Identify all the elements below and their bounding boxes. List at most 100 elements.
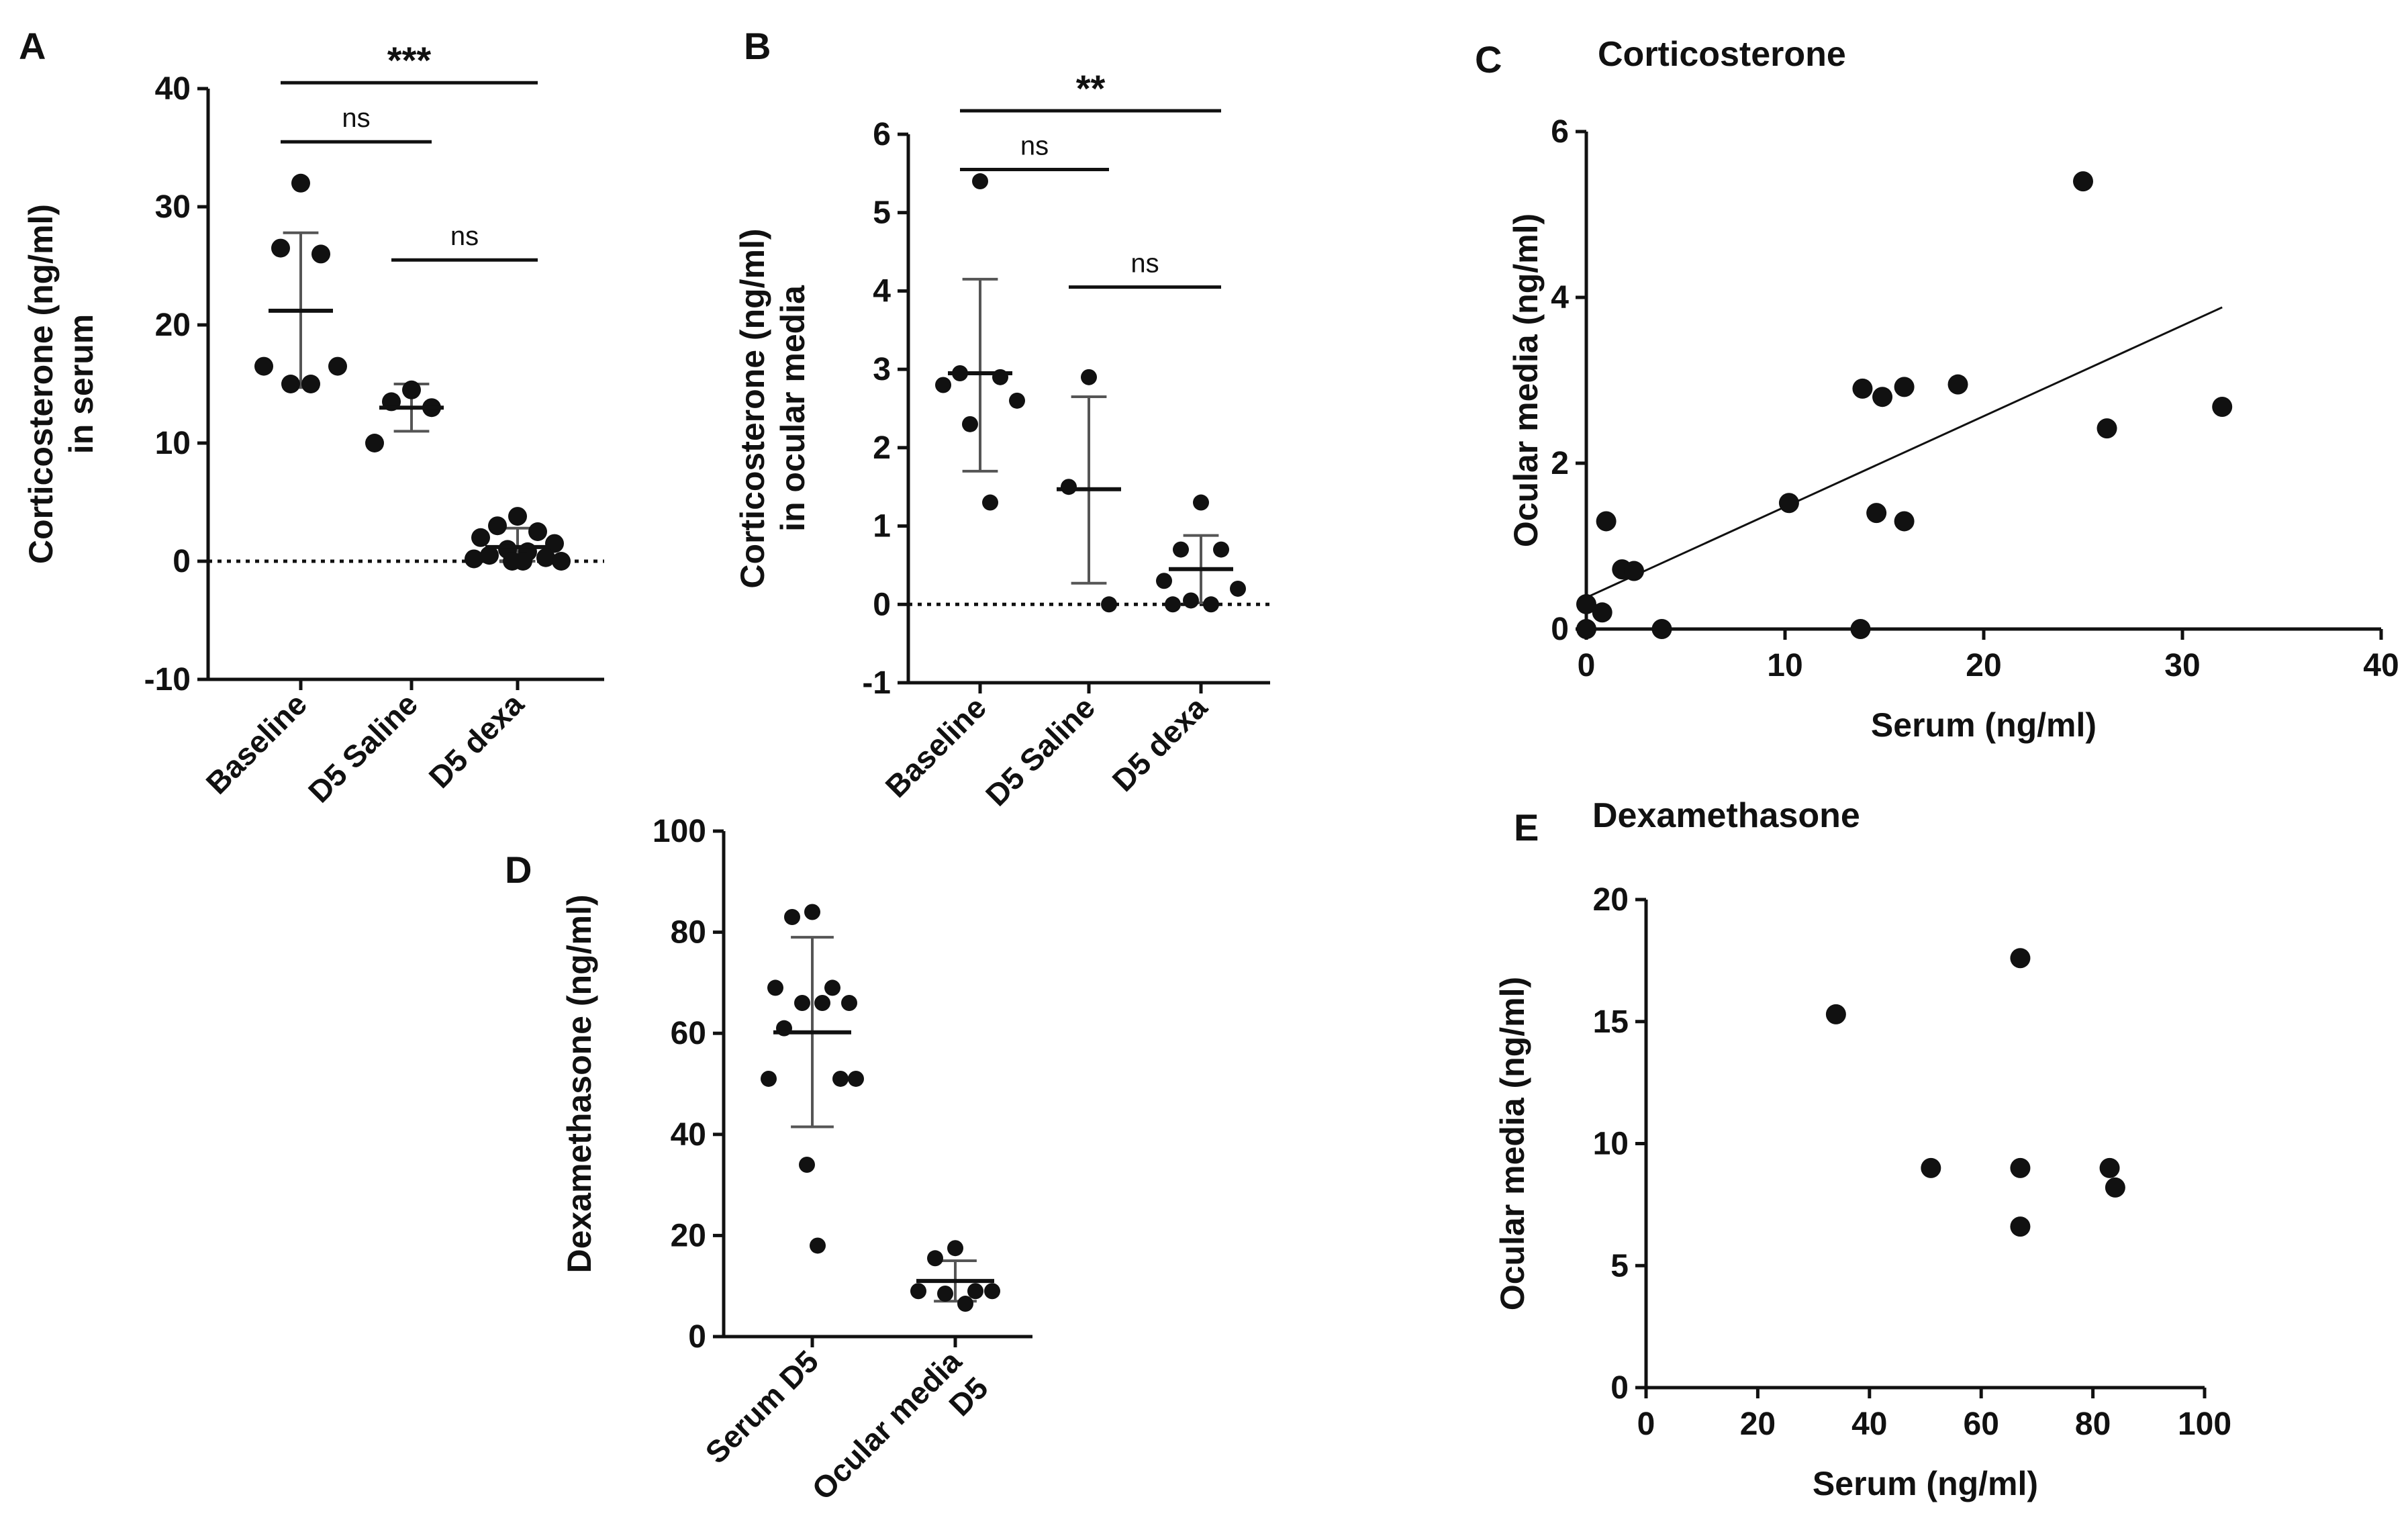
data-point	[465, 549, 483, 569]
category-label: D5 Saline	[301, 686, 424, 809]
data-point	[967, 1283, 983, 1300]
data-point	[402, 380, 421, 399]
data-point	[291, 173, 310, 193]
data-point	[1947, 374, 1968, 395]
x-axis-label: Serum (ng/ml)	[1813, 1465, 2038, 1502]
data-point	[508, 507, 527, 526]
x-tick-label: 30	[2164, 648, 2200, 683]
category-label: D5 Saline	[979, 689, 1102, 812]
data-point	[1872, 387, 1893, 407]
data-point	[2010, 948, 2031, 969]
data-point	[1183, 592, 1199, 609]
data-point	[1651, 619, 1672, 639]
panel-b-chart: B -1 0 1 2 3 4 5 6 Corticosterone (ng/ml)in ocula…	[734, 25, 1270, 813]
x-tick-label: 0	[1578, 648, 1596, 683]
y-axis-label: Ocular media (ng/ml)	[1494, 977, 1531, 1310]
y-tick-label: 30	[155, 189, 191, 225]
data-point	[910, 1283, 926, 1300]
data-point	[810, 1237, 826, 1254]
data-point	[1894, 377, 1915, 397]
panel-e-chart: E Dexamethasone 0 5 10 15 20 0 20 40 60 80 100 Serum …	[1494, 796, 2231, 1502]
y-tick-label: 4	[873, 273, 891, 309]
y-tick-label: 3	[873, 352, 891, 387]
data-point	[2097, 418, 2117, 439]
y-tick-label: -1	[862, 665, 891, 701]
data-point	[832, 1070, 849, 1087]
y-axis-label: Corticosterone (ng/ml)in serum	[22, 204, 100, 564]
y-tick-label: 10	[155, 426, 191, 461]
data-point	[1596, 511, 1617, 532]
data-point	[799, 1156, 815, 1173]
category-label: Ocular mediaD5	[805, 1343, 995, 1533]
chart-title: Corticosterone	[1598, 35, 1846, 74]
data-point	[824, 979, 840, 996]
data-point	[1576, 619, 1596, 639]
data-point	[767, 979, 783, 996]
data-point	[271, 238, 290, 258]
data-point	[1173, 541, 1189, 558]
data-point	[254, 356, 273, 376]
significance-label: ns	[1020, 132, 1049, 161]
data-point	[761, 1070, 777, 1087]
data-point	[480, 546, 499, 565]
x-tick-label: 20	[1740, 1406, 1776, 1442]
y-tick-label: 1	[873, 509, 891, 544]
y-tick-label: 20	[155, 307, 191, 343]
data-point	[311, 244, 330, 264]
data-point	[1156, 573, 1172, 589]
y-tick-label: 5	[873, 195, 891, 231]
x-tick-label: 0	[1637, 1406, 1655, 1442]
y-tick-label: 20	[671, 1218, 706, 1253]
panel-letter: C	[1475, 38, 1502, 81]
data-point	[328, 356, 347, 376]
data-point	[984, 1283, 1000, 1300]
data-point	[947, 1240, 963, 1257]
data-point	[2010, 1157, 2031, 1178]
y-tick-label: 20	[1593, 882, 1629, 918]
data-point	[982, 494, 998, 511]
y-tick-label: 15	[1593, 1004, 1629, 1040]
category-label: D5 dexa	[1106, 689, 1214, 798]
panel-letter: B	[744, 25, 771, 67]
data-point	[1852, 378, 1873, 399]
y-tick-label: 80	[671, 915, 706, 951]
data-point	[1894, 511, 1915, 532]
x-axis-label: Serum (ng/ml)	[1871, 706, 2097, 744]
data-point	[1825, 1004, 1846, 1024]
significance-label: ns	[450, 222, 479, 251]
data-point	[1009, 392, 1025, 409]
category-label: D5 dexa	[422, 686, 531, 795]
data-point	[972, 173, 988, 190]
y-axis-label: Corticosterone (ng/ml)in ocular media	[734, 228, 812, 588]
data-point	[2073, 171, 2093, 192]
data-point	[927, 1250, 943, 1267]
regression-line	[1586, 306, 2223, 599]
y-tick-label: 0	[1551, 612, 1569, 647]
data-point	[1061, 479, 1077, 495]
data-point	[1165, 596, 1181, 613]
x-tick-label: 20	[1966, 648, 2001, 683]
y-tick-label: 6	[1551, 114, 1569, 150]
data-point	[784, 909, 800, 926]
chart-title: Dexamethasone	[1592, 796, 1860, 835]
y-tick-label: 0	[873, 587, 891, 622]
panel-a-chart: A -10 0 10 20 30 40 Corticosterone (ng/ml)in se…	[19, 25, 604, 810]
y-tick-label: 5	[1610, 1248, 1629, 1284]
data-point	[488, 516, 507, 536]
data-point	[1213, 541, 1229, 558]
data-point	[528, 522, 547, 541]
panel-d-chart: D 0 20 40 60 80 100 Dexamethasone (ng/ml) Serum …	[505, 814, 1032, 1533]
data-point	[794, 995, 810, 1012]
data-point	[937, 1285, 953, 1302]
data-point	[1576, 593, 1596, 614]
data-point	[1778, 493, 1799, 514]
y-tick-label: 4	[1551, 280, 1569, 316]
data-point	[1203, 596, 1219, 613]
data-point	[1850, 619, 1871, 639]
significance-label: ***	[387, 39, 432, 81]
panel-letter: E	[1514, 806, 1539, 849]
x-tick-label: 40	[2363, 648, 2399, 683]
data-point	[2010, 1216, 2031, 1237]
data-point	[848, 1070, 864, 1087]
